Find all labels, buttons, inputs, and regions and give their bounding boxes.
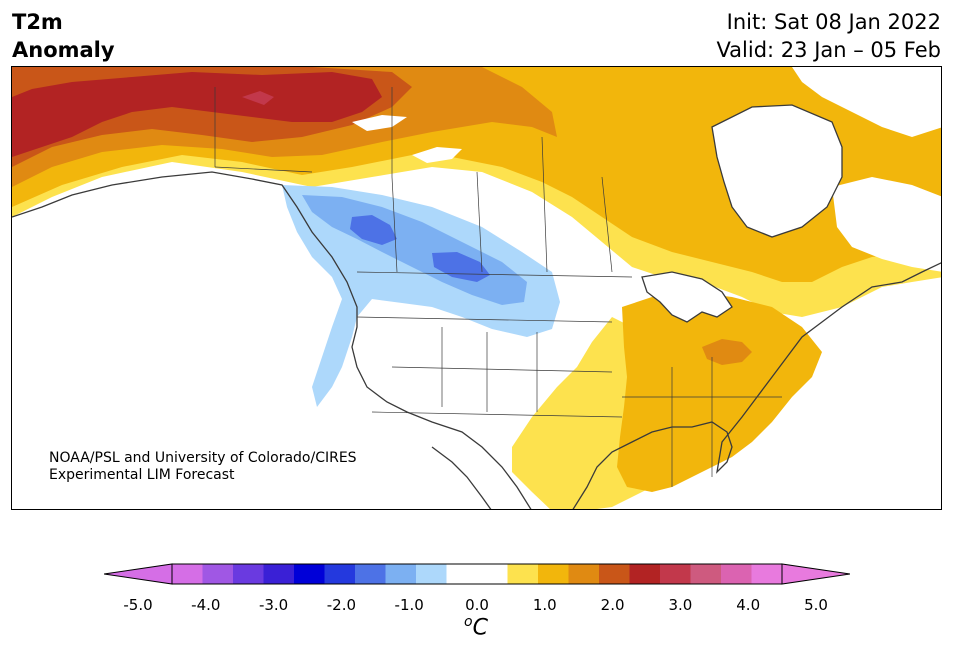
hudson-bay [712, 105, 842, 237]
warm-anomaly-east [617, 292, 822, 492]
colorbar-tick-label: 5.0 [804, 596, 828, 614]
colorbar-cell [660, 564, 691, 584]
colorbar-over-arrow [781, 563, 850, 585]
colorbar-cell [263, 564, 295, 584]
warm-anomaly-alaska [12, 72, 382, 157]
arctic-islands [792, 67, 941, 137]
credit-line-2: Experimental LIM Forecast [49, 467, 235, 483]
colorbar-cell [172, 564, 203, 584]
title-anomaly: Anomaly [12, 38, 115, 62]
forecast-dates: Init: Sat 08 Jan 2022 Valid: 23 Jan – 05… [716, 8, 941, 64]
colorbar-tick-label: 2.0 [600, 596, 625, 614]
colorbar-cell [446, 564, 478, 584]
map-title: T2m Anomaly [12, 8, 115, 64]
colorbar-cell [324, 564, 356, 584]
warm-anomaly-ohio [702, 339, 752, 365]
colorbar-cell [294, 564, 325, 584]
colorbar-cell [416, 564, 447, 584]
cold-anomaly-core-1 [350, 215, 397, 245]
colorbar-under-arrow [104, 563, 173, 585]
colorbar-cell [385, 564, 417, 584]
warm-anomaly-peak [242, 91, 274, 105]
valid-range: Valid: 23 Jan – 05 Feb [716, 38, 941, 62]
colorbar-tick-label: -5.0 [123, 596, 153, 614]
colorbar-cells [172, 564, 783, 584]
credit-line-1: NOAA/PSL and University of Colorado/CIRE… [49, 450, 357, 466]
colorbar-cell [629, 564, 661, 584]
colorbar-cell [202, 564, 234, 584]
colorbar-tick-label: -4.0 [191, 596, 221, 614]
init-date: Init: Sat 08 Jan 2022 [726, 10, 941, 34]
credit-text: NOAA/PSL and University of Colorado/CIRE… [49, 450, 357, 484]
unit-label: oC [464, 614, 488, 640]
coastlines [12, 104, 941, 509]
colorbar-tick-label: 3.0 [668, 596, 693, 614]
unit-symbol: C [472, 615, 488, 641]
neutral-patch-1 [352, 115, 407, 131]
colorbar-tick-label: 4.0 [736, 596, 761, 614]
cold-anomaly-band-1 [282, 185, 560, 407]
colorbar-cell [477, 564, 508, 584]
unit-degree: o [464, 614, 473, 630]
colorbar-outline [171, 563, 783, 585]
title-variable: T2m [12, 10, 63, 34]
political-borders [214, 87, 782, 487]
colorbar-cell [538, 564, 569, 584]
neutral-patch-2 [412, 147, 462, 163]
colorbar-cell [568, 564, 600, 584]
colorbar-cell [690, 564, 722, 584]
labrador-sea [832, 177, 941, 272]
colorbar-cell [507, 564, 539, 584]
colorbar-tick-label: 0.0 [465, 596, 489, 614]
colorbar-tick-label: 1.0 [532, 596, 557, 614]
colorbar-tick-label: -1.0 [394, 596, 424, 614]
colorbar-cell [721, 564, 752, 584]
colorbar [104, 563, 850, 585]
map-canvas [12, 67, 941, 509]
colorbar-cell [599, 564, 630, 584]
colorbar-tick-label: -2.0 [326, 596, 357, 614]
colorbar-tick-label: -3.0 [258, 596, 289, 614]
colorbar-cell [751, 564, 783, 584]
colorbar-cell [355, 564, 386, 584]
colorbar-cell [233, 564, 264, 584]
anomaly-map [11, 66, 942, 510]
